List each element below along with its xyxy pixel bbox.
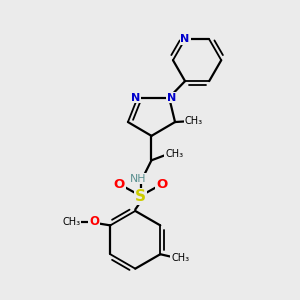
Text: N: N [131, 93, 140, 103]
Text: O: O [114, 178, 125, 191]
Text: O: O [89, 215, 99, 228]
Text: CH₃: CH₃ [171, 253, 189, 263]
Text: CH₃: CH₃ [62, 217, 80, 227]
Text: CH₃: CH₃ [165, 149, 183, 159]
Text: S: S [135, 189, 146, 204]
Text: N: N [167, 93, 176, 103]
Text: NH: NH [130, 174, 146, 184]
Text: O: O [156, 178, 167, 191]
Text: CH₃: CH₃ [185, 116, 203, 126]
Text: N: N [180, 34, 190, 44]
